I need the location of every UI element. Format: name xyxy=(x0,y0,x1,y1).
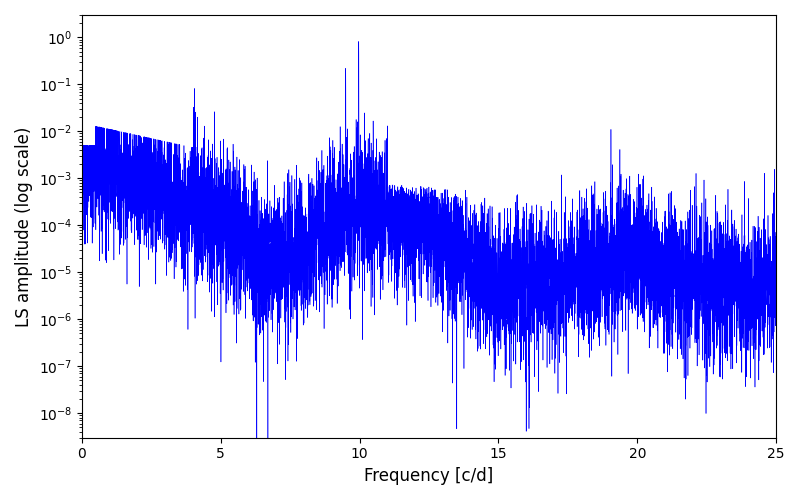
Y-axis label: LS amplitude (log scale): LS amplitude (log scale) xyxy=(15,126,33,326)
X-axis label: Frequency [c/d]: Frequency [c/d] xyxy=(364,467,494,485)
